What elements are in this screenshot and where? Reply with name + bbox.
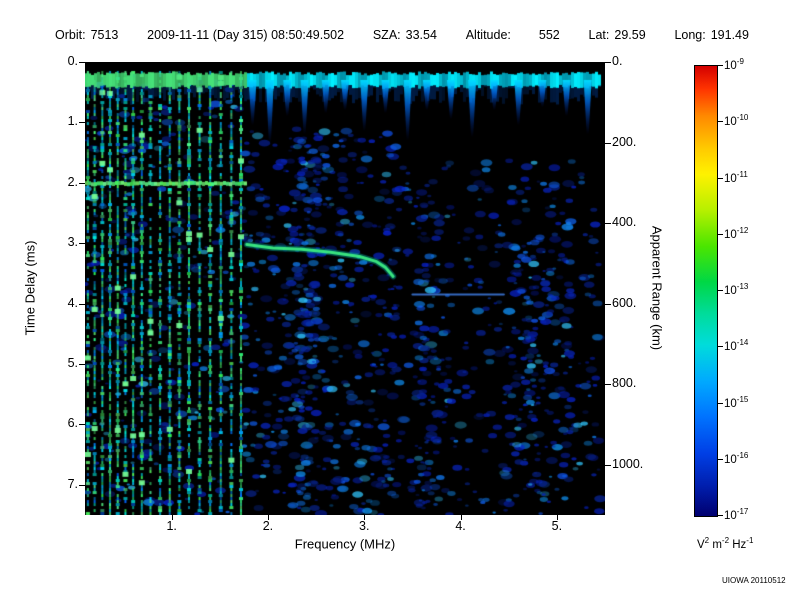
colorbar-tick-label: 10-15 — [724, 394, 749, 410]
y-left-tick-mark — [79, 364, 85, 365]
spectrogram-canvas — [85, 62, 605, 515]
y-left-tick-label: 3. — [67, 235, 78, 250]
x-tick-mark — [460, 515, 462, 520]
y-left-tick-mark — [79, 182, 85, 184]
colorbar-tick-mark — [718, 233, 723, 235]
y-left-tick-mark — [79, 424, 85, 426]
y-left-tick-label: 0. — [67, 54, 78, 68]
y-left-tick-mark — [79, 62, 85, 63]
x-tick-label: 5. — [551, 519, 563, 533]
colorbar-unit-label: V2 m-2 Hz-1 — [697, 536, 754, 551]
colorbar-tick-mark — [718, 458, 723, 460]
colorbar — [694, 65, 718, 517]
header-field: SZA: 33.54 — [372, 28, 437, 42]
y-left-tick-label: 6. — [67, 416, 78, 431]
y-left-tick-mark — [79, 243, 85, 245]
colorbar-tick-label: 10-10 — [724, 113, 749, 129]
colorbar-tick-mark — [718, 65, 723, 66]
colorbar-tick-mark — [718, 121, 723, 123]
header-field: Long: 191.49 — [674, 28, 749, 42]
x-tick-label: 1. — [166, 519, 177, 533]
colorbar-tick-label: 10-13 — [724, 282, 749, 297]
y-left-tick-label: 2. — [67, 174, 78, 189]
credit-text: UIOWA 20110512 — [722, 576, 786, 585]
colorbar-tick-mark — [718, 402, 723, 404]
x-tick-label: 2. — [262, 519, 274, 533]
y-right-tick-mark — [605, 223, 611, 225]
x-tick-mark — [267, 515, 269, 520]
y-axis-left-title: Time Delay (ms) — [22, 240, 38, 336]
y-left-tick-label: 7. — [67, 476, 78, 491]
colorbar-tick-label: 10-12 — [724, 225, 749, 241]
colorbar-tick-mark — [718, 290, 723, 291]
y-right-tick-mark — [605, 303, 611, 305]
colorbar-tick-mark — [718, 515, 723, 516]
y-left-tick-mark — [79, 484, 85, 486]
y-right-tick-label: 800. — [612, 376, 637, 391]
colorbar-tick-mark — [718, 177, 723, 179]
colorbar-tick-label: 10-14 — [724, 338, 749, 354]
colorbar-tick-label: 10-16 — [724, 450, 749, 466]
colorbar-tick-mark — [718, 346, 723, 348]
x-tick-mark — [171, 515, 173, 520]
x-tick-label: 3. — [359, 519, 370, 533]
y-right-tick-mark — [605, 384, 611, 386]
y-right-tick-label: 600. — [612, 295, 637, 310]
y-left-tick-label: 1. — [67, 114, 78, 129]
y-axis-right-title: Apparent Range (km) — [649, 225, 665, 351]
y-right-tick-mark — [605, 464, 611, 466]
y-left-tick-label: 4. — [67, 295, 78, 310]
x-tick-mark — [556, 515, 558, 520]
y-right-tick-mark — [605, 62, 611, 63]
colorbar-tick-label: 10-9 — [724, 57, 744, 72]
y-right-tick-label: 1000. — [612, 456, 644, 471]
x-axis-title: Frequency (MHz) — [294, 536, 396, 552]
header-field: Lat: 29.59 — [588, 28, 646, 42]
header-field: Altitude: 552 — [465, 28, 560, 42]
header-info: Orbit: 7513 2009-11-11 (Day 315) 08:50:49.… — [55, 28, 749, 42]
x-tick-mark — [364, 515, 366, 520]
header-field: Orbit: 7513 — [55, 28, 119, 42]
y-right-tick-mark — [605, 142, 611, 144]
y-left-tick-mark — [79, 303, 85, 305]
y-left-tick-label: 5. — [67, 356, 78, 370]
y-right-tick-label: 400. — [612, 215, 637, 230]
y-left-tick-mark — [79, 122, 85, 124]
header-field: 2009-11-11 (Day 315) 08:50:49.502 — [147, 28, 345, 42]
y-right-tick-label: 0. — [612, 54, 623, 68]
colorbar-tick-label: 10-11 — [724, 169, 748, 185]
y-right-tick-label: 200. — [612, 134, 637, 149]
colorbar-tick-label: 10-17 — [724, 507, 749, 522]
x-tick-label: 4. — [455, 519, 466, 533]
